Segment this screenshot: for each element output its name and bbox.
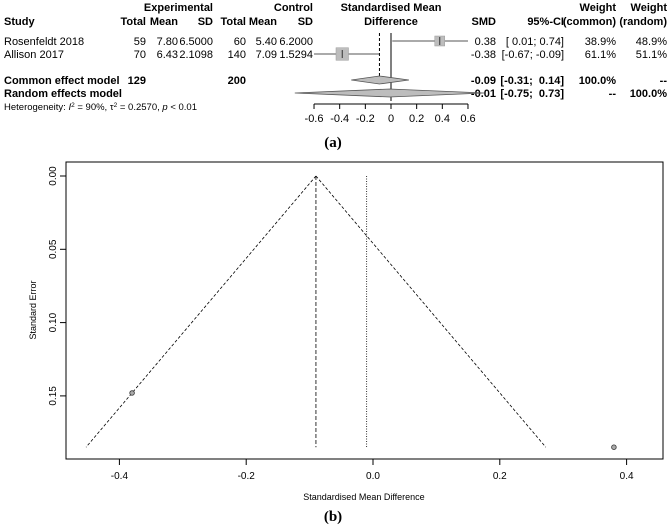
study-2-ctrl-total: 140 xyxy=(228,49,246,61)
funnel-x-tick-label: -0.2 xyxy=(238,471,256,482)
header-experimental: Experimental xyxy=(144,2,213,14)
study-1-name: Rosenfeldt 2018 xyxy=(4,36,84,48)
study-1-ctrl-total: 60 xyxy=(234,36,246,48)
funnel-x-tick-label: 0.2 xyxy=(493,471,507,482)
common-model-weight-common: 100.0% xyxy=(579,75,617,87)
forest-x-tick-label: 0.4 xyxy=(435,113,450,125)
study-2-exp-sd: 2.1098 xyxy=(179,49,213,61)
study-2-name: Allison 2017 xyxy=(4,49,64,61)
funnel-x-axis-label: Standardised Mean Difference xyxy=(303,492,424,502)
study-2-ci: [-0.67; -0.09] xyxy=(502,49,564,61)
study-1-ctrl-sd: 6.2000 xyxy=(279,36,313,48)
header-exp-sd: SD xyxy=(198,16,213,28)
study-2-ctrl-sd: 1.5294 xyxy=(279,49,313,61)
random-model-ci: [-0.75; 0.73] xyxy=(500,88,564,100)
heterogeneity-statement: Heterogeneity: I2 = 90%, τ2 = 0.2570, p … xyxy=(4,102,197,114)
header-ctrl-mean: Mean xyxy=(249,16,277,28)
header-ctrl-sd: SD xyxy=(298,16,313,28)
funnel-right-limit xyxy=(315,175,547,448)
common-model-exp-total: 129 xyxy=(128,75,146,87)
funnel-x-tick-label: -0.4 xyxy=(111,471,129,482)
header-smd: SMD xyxy=(472,16,497,28)
header-ctrl-total: Total xyxy=(221,16,246,28)
funnel-y-tick-label: 0.05 xyxy=(48,239,59,259)
header-exp-total: Total xyxy=(121,16,146,28)
header-ci: 95%-CI xyxy=(527,16,564,28)
panel-b-label: (b) xyxy=(324,509,342,525)
study-1-exp-total: 59 xyxy=(134,36,146,48)
funnel-x-tick-label: 0.4 xyxy=(620,471,634,482)
funnel-y-tick-label: 0.00 xyxy=(48,166,59,186)
study-2-weight-common: 61.1% xyxy=(585,49,616,61)
funnel-y-tick-label: 0.15 xyxy=(48,386,59,406)
forest-x-tick-label: -0.6 xyxy=(305,113,324,125)
study-2-exp-mean: 6.43 xyxy=(157,49,178,61)
funnel-left-limit xyxy=(85,175,317,448)
study-rows: Rosenfeldt 2018 59 7.80 6.5000 60 5.40 6.2000 0… xyxy=(4,36,667,61)
header-smd-title-line1: Standardised Mean xyxy=(341,2,442,14)
random-model-smd: -0.01 xyxy=(471,88,496,100)
random-model-label: Random effects model xyxy=(4,88,122,100)
study-1-ci: [ 0.01; 0.74] xyxy=(506,36,564,48)
header-weight-common-line1: Weight xyxy=(580,2,617,14)
study-1-exp-sd: 6.5000 xyxy=(179,36,213,48)
study-1-exp-mean: 7.80 xyxy=(157,36,178,48)
common-model-ctrl-total: 200 xyxy=(228,75,246,87)
header-smd-title-line2: Difference xyxy=(364,16,418,28)
header-weight-common-line2: (common) xyxy=(563,16,617,28)
panel-a-label: (a) xyxy=(324,135,342,151)
study-2-smd: -0.38 xyxy=(471,49,496,61)
study-1-smd: 0.38 xyxy=(475,36,496,48)
common-model-label: Common effect model xyxy=(4,75,120,87)
funnel-point-2 xyxy=(611,444,617,450)
funnel-y-axis-label: Standard Error xyxy=(28,280,38,339)
random-model-weight-common: -- xyxy=(609,88,617,100)
forest-plot: Experimental Control Standardised Mean W… xyxy=(4,2,667,125)
funnel-plot: -0.4 -0.2 0.0 0.2 0.4 0.00 0.05 0.10 0.15 Standa… xyxy=(28,161,664,502)
forest-x-tick-label: 0.6 xyxy=(460,113,475,125)
study-1-weight-common: 38.9% xyxy=(585,36,616,48)
header-weight-random-line2: (random) xyxy=(619,16,667,28)
random-effects-diamond xyxy=(294,88,485,98)
study-1-weight-random: 48.9% xyxy=(636,36,667,48)
forest-x-tick-label: 0.2 xyxy=(409,113,424,125)
funnel-x-tick-label: 0.0 xyxy=(366,471,380,482)
header-weight-random-line1: Weight xyxy=(631,2,668,14)
common-model-ci: [-0.31; 0.14] xyxy=(500,75,564,87)
header-control: Control xyxy=(274,2,313,14)
common-model-smd: -0.09 xyxy=(471,75,496,87)
study-2-exp-total: 70 xyxy=(134,49,146,61)
funnel-point-1 xyxy=(129,390,135,396)
common-model-weight-random: -- xyxy=(660,75,668,87)
forest-x-tick-label: -0.2 xyxy=(356,113,375,125)
common-effect-diamond xyxy=(351,75,410,85)
study-2-ctrl-mean: 7.09 xyxy=(256,49,277,61)
study-2-weight-random: 51.1% xyxy=(636,49,667,61)
forest-x-tick-label: -0.4 xyxy=(330,113,349,125)
funnel-graphics: -0.4 -0.2 0.0 0.2 0.4 0.00 0.05 0.10 0.15 xyxy=(48,166,634,482)
header-exp-mean: Mean xyxy=(150,16,178,28)
forest-x-tick-label: 0 xyxy=(388,113,394,125)
funnel-y-tick-label: 0.10 xyxy=(48,312,59,332)
header-study: Study xyxy=(4,16,35,28)
forest-graphics: -0.6 -0.4 -0.2 0 0.2 0.4 0.6 xyxy=(294,33,485,125)
funnel-plot-frame xyxy=(65,161,664,460)
random-model-weight-random: 100.0% xyxy=(630,88,668,100)
study-1-ctrl-mean: 5.40 xyxy=(256,36,277,48)
